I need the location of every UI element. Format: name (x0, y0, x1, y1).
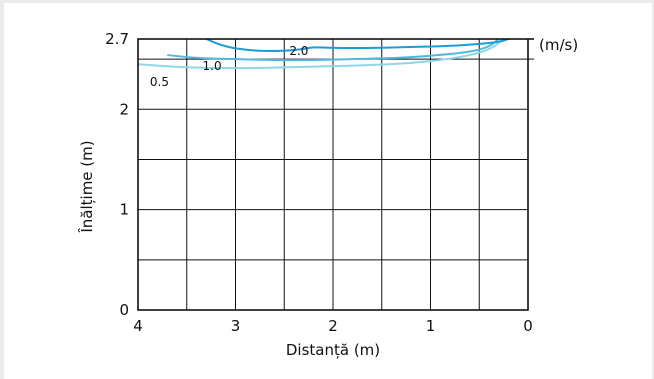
contour-label: 0.5 (150, 75, 169, 89)
unit-label: (m/s) (539, 36, 578, 54)
x-tick-label: 2 (328, 317, 338, 335)
contour-line-0-5 (137, 38, 505, 70)
x-tick-labels: 4 3 2 1 0 (133, 317, 533, 335)
chart-panel: 0.5 1.0 2.0 4 3 2 1 0 0 1 2 2.7 Distanță (m) Înăl… (4, 3, 652, 379)
y-tick-label: 2.7 (105, 30, 129, 48)
contour-line-2-0 (205, 38, 509, 53)
contour-lines (137, 38, 509, 70)
y-tick-label: 1 (119, 201, 129, 219)
grid-lines (138, 38, 534, 310)
x-tick-label: 3 (231, 317, 241, 335)
y-tick-label: 2 (119, 100, 129, 118)
x-axis-label: Distanță (m) (286, 341, 380, 359)
y-axis-label: Înălțime (m) (77, 140, 96, 233)
x-tick-label: 4 (133, 317, 143, 335)
contour-label: 1.0 (203, 59, 222, 73)
contour-line-1-0 (167, 38, 500, 62)
y-tick-label: 0 (119, 301, 129, 319)
plot-frame (137, 38, 529, 311)
velocity-contour-chart: 0.5 1.0 2.0 4 3 2 1 0 0 1 2 2.7 Distanță (m) Înăl… (77, 30, 578, 359)
x-tick-label: 1 (426, 317, 436, 335)
x-tick-label: 0 (523, 317, 533, 335)
contour-labels: 0.5 1.0 2.0 (150, 44, 309, 89)
contour-label: 2.0 (289, 44, 308, 58)
y-tick-labels: 0 1 2 2.7 (105, 30, 129, 319)
